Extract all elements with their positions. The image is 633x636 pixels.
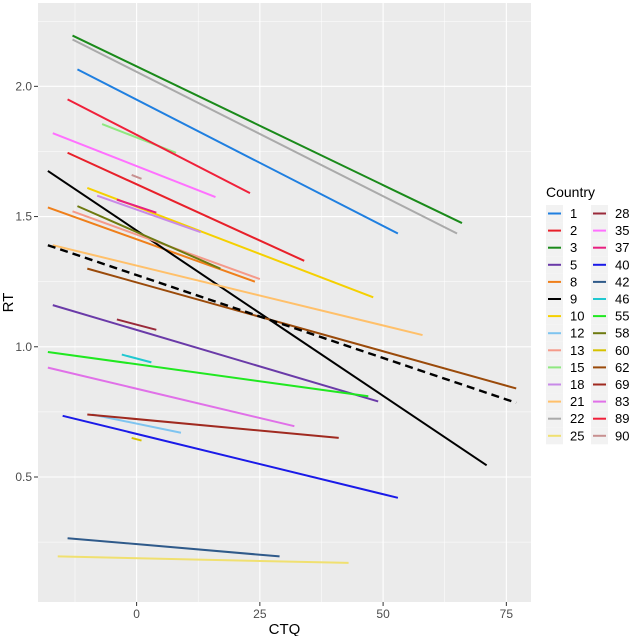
series-line-60 — [131, 436, 142, 442]
legend-label-21: 21 — [570, 394, 584, 409]
series-line-37 — [116, 198, 157, 214]
x-tick-label: 25 — [253, 607, 267, 621]
axes: CTQ RT 0 25 50 75 0.5 1.0 1.5 2.0 — [0, 79, 513, 636]
legend-label-12: 12 — [570, 326, 584, 341]
series-line-22 — [72, 38, 458, 235]
legend-label-46: 46 — [615, 292, 629, 307]
series-line-83 — [47, 366, 295, 428]
x-tick-label: 75 — [500, 607, 514, 621]
series-line-2 — [67, 151, 305, 262]
legend-label-55: 55 — [615, 309, 629, 324]
y-tick-label: 2.0 — [15, 79, 32, 93]
legend-label-40: 40 — [615, 257, 629, 272]
legend-label-1: 1 — [570, 206, 577, 221]
series-lines — [47, 34, 517, 564]
series-line-55 — [47, 350, 369, 398]
x-axis-label: CTQ — [269, 621, 301, 636]
y-tick-label: 1.5 — [15, 210, 32, 224]
legend-label-62: 62 — [615, 360, 629, 375]
series-line-18 — [96, 194, 202, 234]
legend-label-83: 83 — [615, 394, 629, 409]
overall-dashed-line — [47, 244, 517, 404]
legend-label-8: 8 — [570, 274, 577, 289]
series-line-58 — [77, 205, 221, 270]
legend-label-3: 3 — [570, 240, 577, 255]
series-line-1 — [76, 68, 399, 235]
legend-label-18: 18 — [570, 377, 584, 392]
series-line-89 — [67, 98, 251, 195]
legend-label-42: 42 — [615, 274, 629, 289]
series-line-90 — [131, 173, 142, 180]
series-line-69 — [87, 413, 339, 439]
y-axis-label: RT — [0, 293, 17, 313]
legend: Country 12358910121315182122252835374042… — [546, 184, 629, 445]
legend-label-89: 89 — [615, 411, 629, 426]
legend-label-28: 28 — [615, 206, 629, 221]
series-line-62 — [87, 267, 517, 390]
legend-label-2: 2 — [570, 223, 577, 238]
series-line-40 — [62, 414, 399, 499]
legend-label-13: 13 — [570, 343, 584, 358]
x-tick-label: 0 — [133, 607, 140, 621]
x-tick-label: 50 — [376, 607, 390, 621]
legend-label-90: 90 — [615, 428, 629, 443]
series-line-12 — [92, 413, 182, 434]
series-line-3 — [72, 34, 463, 224]
legend-label-69: 69 — [615, 377, 629, 392]
legend-label-58: 58 — [615, 326, 629, 341]
legend-label-37: 37 — [615, 240, 629, 255]
series-line-5 — [52, 304, 379, 403]
series-line-35 — [52, 132, 216, 198]
series-line-21 — [52, 244, 423, 337]
series-line-28 — [116, 318, 157, 331]
legend-label-25: 25 — [570, 428, 584, 443]
series-line-25 — [57, 555, 349, 564]
legend-title: Country — [546, 184, 595, 200]
legend-label-60: 60 — [615, 343, 629, 358]
series-line-8 — [47, 206, 256, 283]
y-tick-label: 0.5 — [15, 470, 32, 484]
legend-label-15: 15 — [570, 360, 584, 375]
legend-label-10: 10 — [570, 309, 584, 324]
legend-label-9: 9 — [570, 292, 577, 307]
legend-label-35: 35 — [615, 223, 629, 238]
y-tick-label: 1.0 — [15, 340, 32, 354]
series-line-46 — [121, 353, 152, 364]
legend-label-22: 22 — [570, 411, 584, 426]
legend-label-5: 5 — [570, 257, 577, 272]
series-line-42 — [67, 537, 280, 558]
